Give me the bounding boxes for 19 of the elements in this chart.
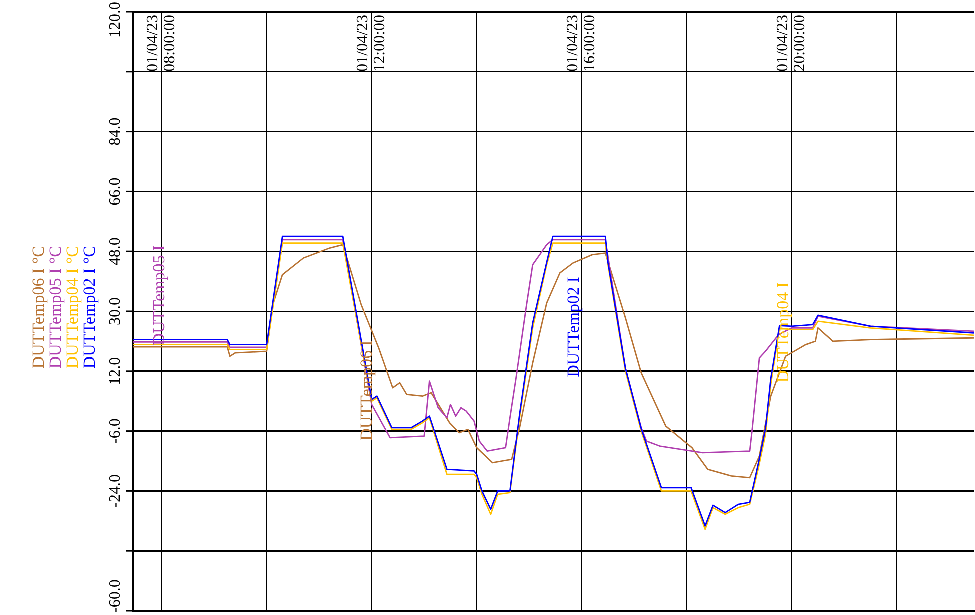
text: DUTTemp06 I °C [29, 246, 48, 369]
y-tick-label: -60.0 [107, 580, 124, 613]
y-tick-label: 30.0 [107, 298, 124, 326]
y-tick-label: 66.0 [107, 178, 124, 206]
annotation: DUTTemp05 I [149, 244, 168, 346]
annotation: DUTTemp04 I [773, 282, 792, 383]
y-tick-label: -24.0 [107, 474, 124, 508]
text: DUTTemp04 I °C [63, 246, 82, 369]
y-tick-label: -6.0 [107, 418, 124, 444]
x-tick-label: 01/04/23 12:00:00 [354, 15, 389, 72]
x-tick-label: 01/04/23 16:00:00 [564, 15, 599, 72]
annotation: DUTTemp06 I [357, 340, 376, 441]
y-tick-label: 12.0 [107, 357, 124, 386]
y-tick-label: 84.0 [107, 118, 124, 146]
annotation: DUTTemp02 I [564, 276, 583, 378]
x-tick-label: 01/04/23 20:00:00 [774, 15, 809, 72]
x-tick-label: 01/04/23 08:00:00 [144, 15, 179, 72]
y-tick-label: 48.0 [107, 238, 124, 266]
y-tick-label: 120.0 [107, 2, 124, 38]
